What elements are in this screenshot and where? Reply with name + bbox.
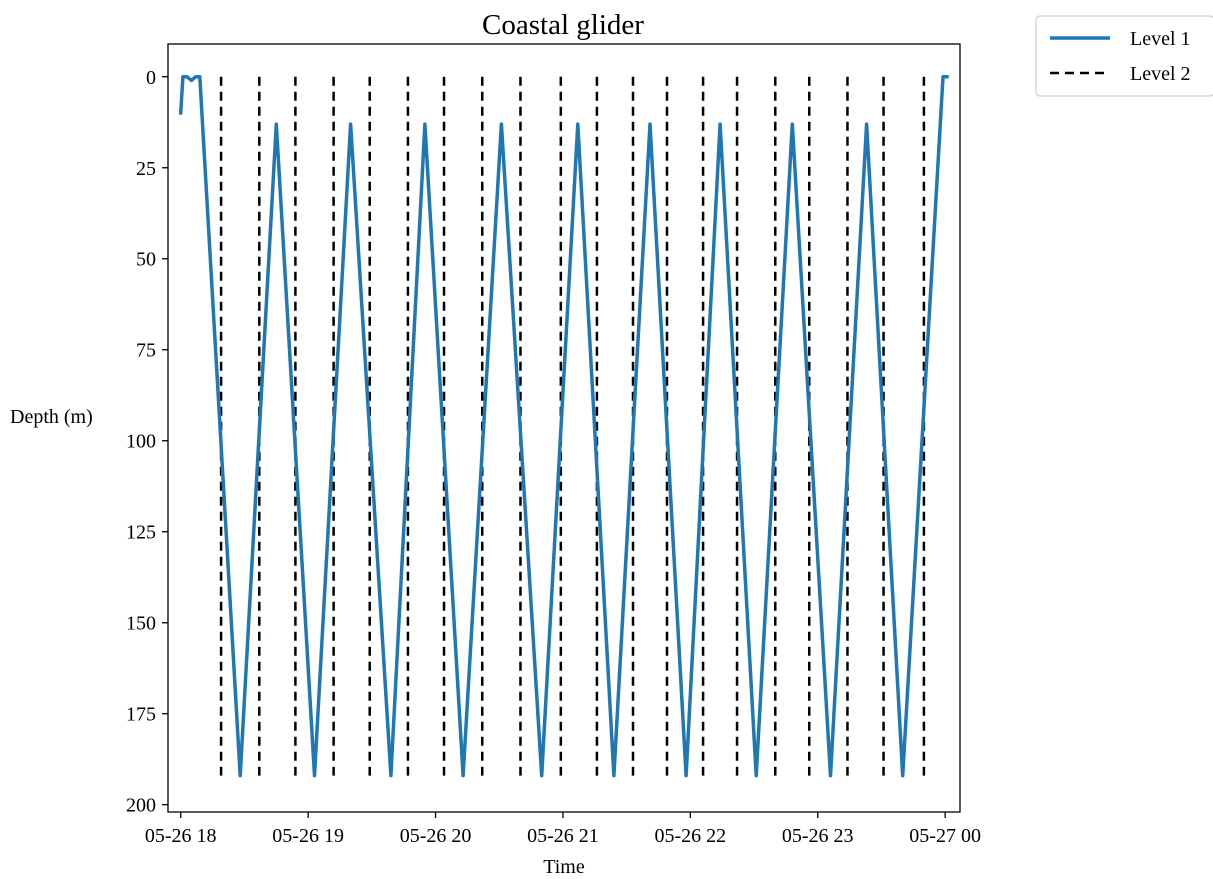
y-axis-title: Depth (m) [10,406,93,428]
y-tick-label: 200 [126,795,156,817]
y-tick-label: 175 [126,704,156,726]
x-tick-label: 05-26 20 [400,825,472,847]
legend: Level 1 Level 2 [1035,15,1213,97]
x-tick-label: 05-26 19 [272,825,344,847]
y-tick-label: 100 [126,431,156,453]
legend-frame [1035,15,1213,97]
y-tick-label: 0 [146,67,156,89]
legend-label-level-1: Level 1 [1130,28,1191,50]
y-axis: 0 25 50 75 100 125 150 175 200 [126,67,168,817]
chart-title: Coastal glider [482,9,644,41]
x-tick-label: 05-27 00 [909,825,981,847]
legend-label-level-2: Level 2 [1130,63,1191,85]
level-1-line [178,75,950,778]
x-tick-label: 05-26 21 [527,825,599,847]
x-tick-label: 05-26 18 [145,825,217,847]
x-axis-title: Time [543,856,585,878]
y-tick-label: 75 [136,340,156,362]
y-tick-label: 125 [126,522,156,544]
x-tick-label: 05-26 23 [782,825,854,847]
x-axis: 05-26 18 05-26 19 05-26 20 05-26 21 05-26 22… [145,812,981,847]
x-tick-label: 05-26 22 [655,825,727,847]
y-tick-label: 50 [136,249,156,271]
plot-frame [167,43,961,813]
y-tick-label: 150 [126,613,156,635]
y-tick-label: 25 [136,158,156,180]
level-1-series [178,75,950,778]
